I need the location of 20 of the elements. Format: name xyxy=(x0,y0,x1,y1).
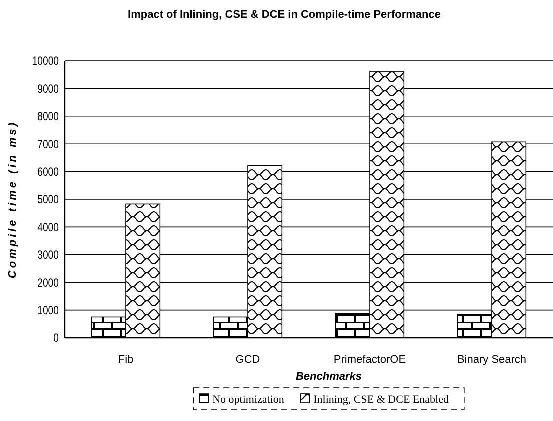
y-tick-label: 6000 xyxy=(38,166,59,180)
y-tick-label: 0 xyxy=(54,332,59,346)
x-tick-label: GCD xyxy=(236,354,260,366)
x-tick-label: Fib xyxy=(118,354,134,366)
y-tick-label: 9000 xyxy=(38,82,59,96)
x-tick-label: Binary Search xyxy=(457,354,527,366)
x-axis-title: Benchmarks xyxy=(296,371,362,383)
y-tick-label: 2000 xyxy=(38,276,59,290)
y-tick-label: 3000 xyxy=(38,249,59,262)
y-tick-label: 1000 xyxy=(38,304,59,318)
legend-label: Inlining, CSE & DCE Enabled xyxy=(314,394,450,406)
y-tick-label: 8000 xyxy=(38,110,59,124)
legend-label: No optimization xyxy=(212,394,285,406)
chart-title: Impact of Inlining, CSE & DCE in Compile-time Performance xyxy=(128,9,441,21)
y-axis-title: Compile time (in ms) xyxy=(7,120,19,279)
y-tick-label: 5000 xyxy=(38,194,59,208)
y-tick-label: 7000 xyxy=(38,138,59,152)
y-tick-label: 4000 xyxy=(38,221,59,235)
y-tick-label: 10000 xyxy=(32,55,59,69)
x-tick-label: PrimefactorOE xyxy=(334,354,406,366)
